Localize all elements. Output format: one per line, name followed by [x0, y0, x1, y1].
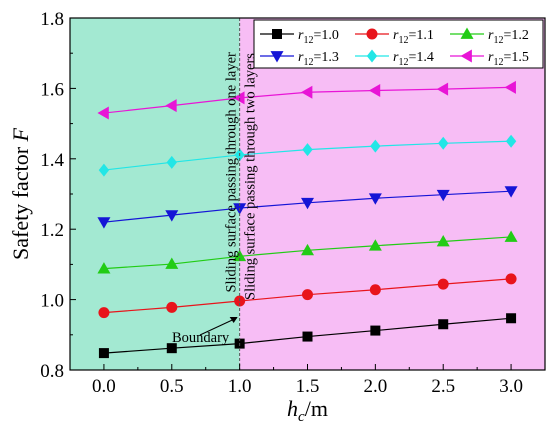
- series-2: [98, 273, 517, 319]
- boundary-arrowhead: [229, 317, 238, 323]
- data-point: [369, 284, 381, 296]
- y-axis-label-text: Safety factor: [8, 141, 33, 260]
- data-point: [301, 85, 313, 99]
- data-point: [97, 106, 109, 120]
- y-tick-label: 1.4: [40, 150, 64, 171]
- x-axis-label-unit: /m: [305, 396, 328, 421]
- data-point: [504, 80, 516, 94]
- x-axis-label: hc/m: [287, 396, 328, 425]
- data-point: [302, 143, 313, 157]
- data-point: [368, 193, 382, 205]
- x-axis-label-var: h: [287, 396, 298, 421]
- legend-label: r12=1.1: [393, 28, 434, 46]
- data-point: [301, 197, 314, 210]
- data-point: [504, 230, 518, 242]
- boundary-arrow: [199, 317, 237, 336]
- legend-marker: [272, 29, 282, 39]
- y-tick-label: 0.8: [40, 361, 64, 382]
- legend-item: r12=1.5: [450, 49, 529, 68]
- data-point: [504, 186, 518, 198]
- y-tick-label: 1.6: [40, 79, 64, 100]
- data-point: [438, 319, 449, 330]
- legend-marker: [460, 49, 472, 63]
- legend-marker: [366, 49, 378, 63]
- series-group: [97, 80, 518, 359]
- legend-label: r12=1.2: [488, 28, 529, 46]
- series-5: [98, 134, 517, 177]
- x-axis-label-sub: c: [298, 409, 305, 425]
- series-4: [97, 186, 518, 229]
- annotation-one-layer: Sliding surface passing through one laye…: [224, 52, 240, 293]
- region-2: [239, 18, 545, 370]
- x-tick-label: 1.5: [296, 376, 320, 397]
- series-6: [97, 80, 516, 120]
- y-tick-label: 1.2: [40, 220, 64, 241]
- legend-label: r12=1.3: [298, 50, 339, 68]
- data-point: [233, 91, 245, 105]
- data-point: [506, 313, 517, 324]
- legend-box: [253, 19, 544, 69]
- x-tick-label: 1.0: [228, 376, 252, 397]
- data-point: [166, 343, 177, 354]
- series-3: [97, 230, 518, 274]
- data-point: [166, 155, 177, 169]
- y-tick-label: 1.8: [40, 9, 64, 30]
- data-point: [436, 82, 449, 96]
- x-tick-label: 0.0: [92, 376, 116, 397]
- legend-item: r12=1.2: [450, 27, 529, 46]
- legend-item: r12=1.4: [355, 49, 434, 68]
- x-tick-label: 0.5: [160, 376, 184, 397]
- legend-item: r12=1.3: [260, 50, 339, 68]
- legend-marker: [270, 51, 284, 63]
- data-point: [97, 217, 111, 229]
- data-point: [370, 139, 381, 153]
- data-point: [165, 210, 179, 222]
- legend-label: r12=1.0: [298, 28, 339, 46]
- y-tick-label: 1.0: [40, 291, 64, 312]
- region-1: [70, 18, 240, 370]
- annotation-boundary: Boundary: [172, 330, 230, 346]
- legend-marker: [460, 27, 474, 39]
- legend-label: r12=1.5: [488, 50, 529, 68]
- background-regions: [70, 18, 545, 370]
- annotations-group: Sliding surface passing through one laye…: [172, 18, 259, 370]
- data-point: [370, 325, 381, 336]
- y-axis-label: Safety factor F: [8, 127, 33, 260]
- data-point: [302, 331, 313, 342]
- data-point: [166, 301, 178, 313]
- data-point: [438, 136, 449, 150]
- legend-label: r12=1.4: [393, 50, 434, 68]
- data-point: [436, 235, 450, 247]
- legend-marker: [366, 28, 378, 40]
- data-point: [505, 273, 517, 285]
- y-axis-label-var: F: [8, 127, 33, 142]
- data-point: [301, 243, 314, 256]
- data-point: [98, 163, 110, 177]
- legend-item: r12=1.0: [260, 28, 339, 46]
- data-point: [165, 99, 177, 113]
- data-point: [234, 295, 246, 307]
- data-point: [98, 307, 110, 319]
- x-tick-label: 2.0: [363, 376, 387, 397]
- y-axis: 0.8 1.0 1.2 1.4 1.6 1.8: [40, 9, 76, 382]
- x-tick-label: 2.5: [431, 376, 455, 397]
- data-point: [436, 189, 450, 202]
- annotation-two-layers: Sliding surface passing through two laye…: [243, 53, 259, 300]
- data-point: [505, 134, 517, 148]
- data-point: [368, 239, 382, 251]
- data-point: [98, 348, 109, 359]
- legend-item: r12=1.1: [355, 28, 434, 46]
- data-point: [368, 84, 381, 98]
- data-point: [165, 257, 179, 269]
- x-tick-label: 3.0: [499, 376, 523, 397]
- data-point: [302, 289, 313, 301]
- x-axis: 0.0 0.5 1.0 1.5 2.0 2.5 3.0: [92, 364, 523, 397]
- data-point: [437, 278, 449, 290]
- legend: r12=1.0 r12=1.1 r12=1.2 r12=1.3 r12=1.4 r12=1…: [253, 19, 544, 69]
- data-point: [97, 262, 111, 274]
